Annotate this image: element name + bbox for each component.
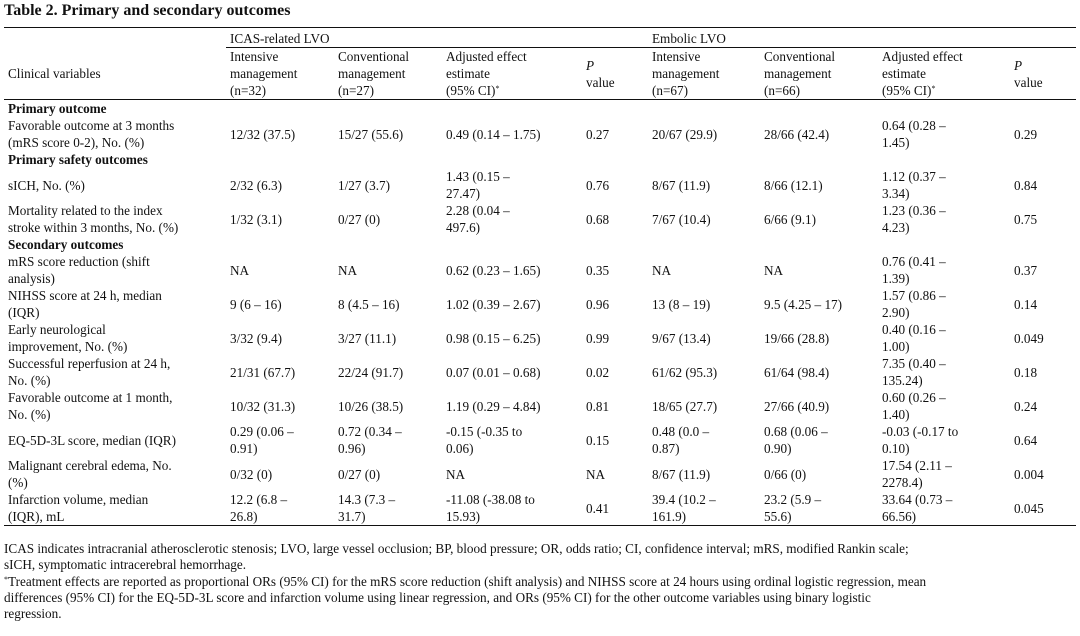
table-row: Favorable outcome at 3 months (mRS score … xyxy=(8,118,1038,150)
col-embolic-adjusted: Adjusted effect estimate (95% CI)* xyxy=(878,47,1010,100)
table-row: Early neurological improvement, No. (%) 3… xyxy=(8,322,1044,354)
group-icas: ICAS-related LVO xyxy=(226,27,648,48)
col-icas-adjusted: Adjusted effect estimate (95% CI)* xyxy=(442,47,582,100)
group-embolic: Embolic LVO xyxy=(648,27,1076,48)
col-embolic-conventional: Conventional management (n=66) xyxy=(760,47,878,100)
col-icas-conventional: Conventional management (n=27) xyxy=(334,47,442,100)
section-safety-outcomes: Primary safety outcomes xyxy=(8,152,148,167)
table-title: Table 2. Primary and secondary outcomes xyxy=(4,2,291,19)
footnote-treatment-effects: *Treatment effects are reported as propo… xyxy=(4,574,927,621)
table-row: sICH, No. (%) 2/32 (6.3) 1/27 (3.7) 1.43 … xyxy=(8,169,1038,201)
table-row: Infarction volume, median (IQR), mL 12.2 … xyxy=(4,491,1076,526)
column-header-row: Clinical variables Intensive management (n… xyxy=(4,47,1076,100)
footnote-abbreviations: ICAS indicates intracranial atherosclero… xyxy=(4,541,909,572)
col-embolic-intensive: Intensive management (n=67) xyxy=(648,47,760,100)
table-row: mRS score reduction (shift analysis) NA NA… xyxy=(8,254,1038,286)
section-secondary-outcomes: Secondary outcomes xyxy=(8,237,124,252)
table-row: NIHSS score at 24 h, median (IQR) 9 (6 – … xyxy=(8,288,1038,320)
table-row: Malignant cerebral edema, No. (%) 0/32 (0… xyxy=(8,458,1044,490)
group-header-row: ICAS-related LVO Embolic LVO xyxy=(4,27,1076,48)
table-row: EQ-5D-3L score, median (IQR) 0.29 (0.06 … xyxy=(8,424,1038,456)
table-row: Mortality related to the index stroke wit… xyxy=(8,203,1038,235)
table-row: Favorable outcome at 1 month, No. (%) 10/… xyxy=(8,390,1038,422)
section-primary-outcome: Primary outcome xyxy=(8,101,107,116)
table-row: Successful reperfusion at 24 h, No. (%) 2… xyxy=(8,356,1038,388)
outcomes-table: ICAS-related LVO Embolic LVO Clinical va… xyxy=(4,27,1076,526)
col-clinical-variables: Clinical variables xyxy=(4,47,226,100)
col-icas-intensive: Intensive management (n=32) xyxy=(226,47,334,100)
